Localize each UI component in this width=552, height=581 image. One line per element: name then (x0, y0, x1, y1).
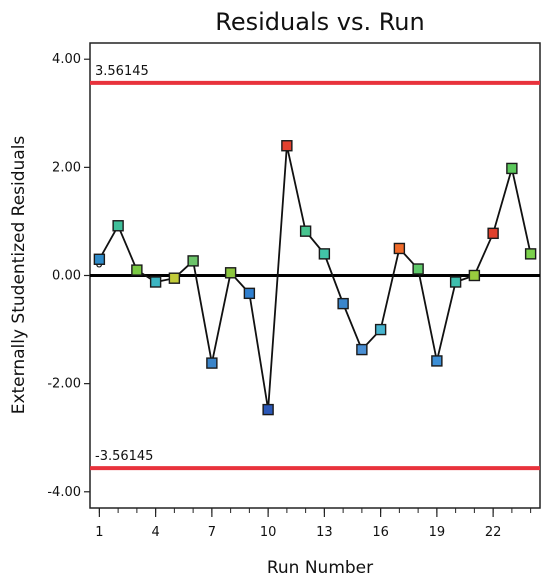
y-axis-title: Externally Studentized Residuals (9, 136, 29, 415)
control-limit-label: 3.56145 (95, 64, 149, 79)
y-tick-label: 4.00 (52, 52, 81, 67)
data-point-marker (206, 357, 218, 369)
data-point-marker (318, 248, 331, 260)
data-point-marker (262, 403, 274, 416)
data-point-marker (412, 263, 424, 275)
x-axis-title: Run Number (267, 558, 373, 578)
y-tick-label: -4.00 (47, 485, 81, 500)
data-point-marker (224, 267, 237, 279)
x-tick-label: 7 (208, 525, 216, 540)
control-limit-label: -3.56145 (95, 449, 153, 464)
data-point-marker (168, 272, 181, 284)
data-point-marker (337, 297, 349, 310)
residual-series-line (98, 145, 532, 410)
data-point-marker (187, 255, 199, 267)
data-point-marker (431, 355, 443, 367)
data-point-marker (131, 264, 143, 276)
data-point-marker (149, 276, 162, 288)
y-tick-label: 0.00 (52, 269, 81, 284)
data-point-marker (299, 225, 312, 237)
y-tick-label: 2.00 (52, 160, 81, 175)
data-point-marker (281, 140, 293, 152)
x-tick-label: 16 (372, 525, 389, 540)
data-point-marker (243, 287, 256, 300)
data-point-marker (524, 248, 537, 260)
chart-title: Residuals vs. Run (215, 8, 424, 36)
data-point-marker (449, 276, 462, 288)
data-point-marker (93, 253, 106, 265)
data-point-marker (393, 242, 406, 255)
data-point-marker (506, 162, 518, 175)
data-point-marker (356, 343, 368, 356)
data-point-marker (112, 220, 124, 232)
x-tick-label: 22 (485, 525, 502, 540)
plot-area: 4.00 2.00 0.00 -2.00 -4.00 1 4 7 10 13 16 19 22 3.561… (47, 42, 541, 540)
x-tick-label: 19 (429, 525, 446, 540)
data-point-marker (468, 269, 481, 282)
data-point-marker (487, 227, 499, 240)
x-tick-label: 4 (151, 525, 159, 540)
x-tick-label: 13 (316, 525, 333, 540)
x-tick-label: 10 (260, 525, 277, 540)
x-tick-label: 1 (95, 525, 103, 540)
data-point-marker (374, 323, 387, 336)
y-tick-label: -2.00 (47, 377, 81, 392)
